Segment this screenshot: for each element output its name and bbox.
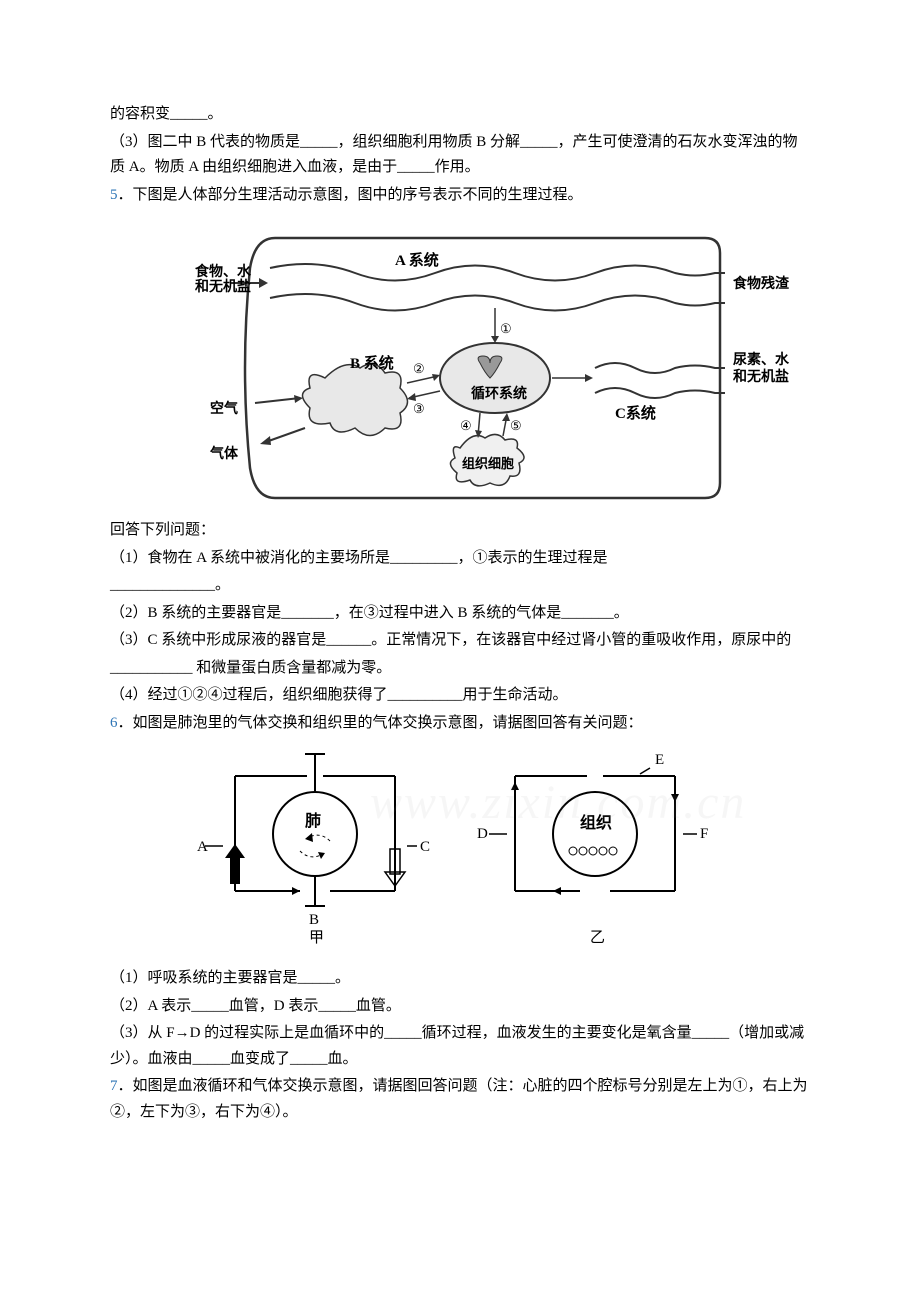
label-C: C — [420, 839, 430, 855]
q5-number: 5 — [110, 187, 118, 203]
num-2: ② — [413, 361, 425, 376]
num-5: ⑤ — [510, 418, 522, 433]
q5-2: （2）B 系统的主要器官是_______，在③过程中进入 B 系统的气体是___… — [110, 601, 810, 627]
label-c-system: C系统 — [615, 404, 656, 422]
label-jia: 甲 — [309, 930, 324, 946]
label-yi: 乙 — [590, 930, 605, 946]
label-urea-out: 尿素、水和无机盐 — [733, 353, 789, 387]
diagram-2-container: 肺 A C — [110, 746, 810, 956]
label-gas: 气体 — [209, 445, 239, 462]
label-tissue: 组织细胞 — [462, 456, 514, 471]
label-lung: 肺 — [305, 811, 321, 830]
text-line-2: （3）图二中 B 代表的物质是_____，组织细胞利用物质 B 分解_____，… — [110, 130, 810, 181]
diagram-1-svg: A 系统 循环系统 B 系统 组织细胞 C系统 ① — [195, 218, 725, 508]
label-air: 空气 — [210, 400, 238, 417]
q5-3: （3）C 系统中形成尿液的器官是______。正常情况下，在该器官中经过肾小管的… — [110, 628, 810, 654]
label-food-out: 食物残渣 — [733, 273, 789, 297]
question-5-header: 5．下图是人体部分生理活动示意图，图中的序号表示不同的生理过程。 — [110, 183, 810, 209]
label-food-in-2: 和无机盐 — [195, 278, 251, 295]
text-line-1: 的容积变_____。 — [110, 102, 810, 128]
label-circ: 循环系统 — [471, 385, 527, 402]
q5-1: （1）食物在 A 系统中被消化的主要场所是_________，①表示的生理过程是 — [110, 546, 810, 572]
question-6-header: 6．如图是肺泡里的气体交换和组织里的气体交换示意图，请据图回答有关问题： — [110, 711, 810, 737]
q7-text: ．如图是血液循环和气体交换示意图，请据图回答问题（注：心脏的四个腔标号分别是左上… — [110, 1078, 808, 1120]
diagram-1-container: A 系统 循环系统 B 系统 组织细胞 C系统 ① — [110, 218, 810, 508]
num-1: ① — [500, 321, 512, 336]
label-B: B — [309, 912, 319, 928]
label-a-system: A 系统 — [395, 251, 439, 269]
question-7-header: 7．如图是血液循环和气体交换示意图，请据图回答问题（注：心脏的四个腔标号分别是左… — [110, 1074, 810, 1125]
num-4: ④ — [460, 418, 472, 433]
label-b-system: B 系统 — [350, 354, 394, 372]
diagram-2-svg: 肺 A C — [175, 746, 745, 956]
label-A: A — [197, 839, 208, 855]
q5-3b: ___________ 和微量蛋白质含量都减为零。 — [110, 656, 810, 682]
label-D: D — [477, 826, 488, 842]
q6-text: ．如图是肺泡里的气体交换和组织里的气体交换示意图，请据图回答有关问题： — [118, 715, 643, 731]
q5-text: ．下图是人体部分生理活动示意图，图中的序号表示不同的生理过程。 — [118, 187, 583, 203]
label-F: F — [700, 826, 708, 842]
q6-number: 6 — [110, 715, 118, 731]
label-E: E — [655, 752, 664, 768]
label-food-in-1: 食物、水 — [195, 263, 252, 280]
content-wrapper: www.zixin.com.cn 的容积变_____。 （3）图二中 B 代表的… — [110, 102, 810, 1125]
label-tissue2: 组织 — [580, 813, 612, 832]
q6-2: （2）A 表示_____血管，D 表示_____血管。 — [110, 994, 810, 1020]
num-3: ③ — [413, 401, 425, 416]
q7-number: 7 — [110, 1078, 118, 1094]
q5-answer-header: 回答下列问题： — [110, 518, 810, 544]
q6-1: （1）呼吸系统的主要器官是_____。 — [110, 966, 810, 992]
q5-4: （4）经过①②④过程后，组织细胞获得了__________用于生命活动。 — [110, 683, 810, 709]
q5-1b: ______________。 — [110, 573, 810, 599]
q6-3: （3）从 F→D 的过程实际上是血循环中的_____循环过程，血液发生的主要变化… — [110, 1021, 810, 1072]
